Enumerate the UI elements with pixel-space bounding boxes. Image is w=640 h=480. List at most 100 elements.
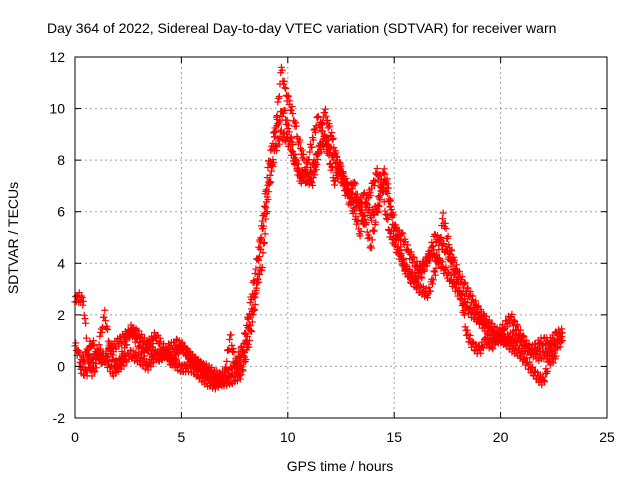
data-point — [455, 280, 463, 288]
data-point — [526, 358, 534, 366]
data-point — [109, 351, 117, 359]
data-point — [101, 306, 109, 314]
data-point — [460, 307, 468, 315]
data-point — [123, 341, 131, 349]
data-point — [289, 148, 297, 156]
data-point — [457, 289, 465, 297]
data-point — [258, 263, 266, 271]
data-point — [382, 188, 390, 196]
data-point — [336, 160, 344, 168]
data-point — [520, 350, 528, 358]
data-point — [382, 215, 390, 223]
data-point — [508, 310, 516, 318]
data-point — [425, 283, 433, 291]
x-axis-label: GPS time / hours — [287, 458, 394, 474]
data-point — [429, 276, 437, 284]
data-point — [87, 355, 95, 363]
data-point — [178, 338, 186, 346]
x-tick-label: 0 — [71, 429, 79, 445]
data-point — [448, 258, 456, 266]
data-point — [426, 252, 434, 260]
data-point — [285, 92, 293, 100]
data-point — [225, 346, 233, 354]
data-point — [381, 178, 389, 186]
data-point — [360, 190, 368, 198]
data-point — [378, 185, 386, 193]
data-point — [380, 165, 388, 173]
data-point — [413, 285, 421, 293]
data-point — [434, 256, 442, 264]
data-point — [387, 196, 395, 204]
x-tick-label: 20 — [493, 429, 509, 445]
data-point — [246, 299, 254, 307]
data-point — [387, 206, 395, 214]
data-point — [287, 133, 295, 141]
data-point — [499, 326, 507, 334]
data-point — [298, 146, 306, 154]
data-point — [257, 245, 265, 253]
data-point — [449, 279, 457, 287]
data-point — [234, 369, 242, 377]
data-point — [410, 254, 418, 262]
data-point — [75, 347, 83, 355]
data-point — [413, 257, 421, 265]
data-point — [552, 352, 560, 360]
data-point — [482, 312, 490, 320]
data-point — [297, 144, 305, 152]
data-point — [328, 163, 336, 171]
data-point — [442, 225, 450, 233]
data-point — [127, 321, 135, 329]
data-point — [540, 376, 548, 384]
data-point — [429, 243, 437, 251]
data-point — [304, 173, 312, 181]
data-point — [288, 147, 296, 155]
data-point — [274, 98, 282, 106]
data-point — [549, 359, 557, 367]
data-point — [329, 134, 337, 142]
data-point — [253, 275, 261, 283]
data-point — [292, 122, 300, 130]
data-point — [374, 201, 382, 209]
data-point — [397, 249, 405, 257]
data-point — [551, 349, 559, 357]
data-point — [327, 143, 335, 151]
data-point — [446, 249, 454, 257]
data-point — [389, 211, 397, 219]
data-point — [308, 169, 316, 177]
data-point — [100, 313, 108, 321]
data-point — [136, 339, 144, 347]
data-point — [432, 264, 440, 272]
data-point — [373, 207, 381, 215]
plot-frame — [74, 56, 608, 419]
data-point — [516, 326, 524, 334]
data-point — [92, 356, 100, 364]
data-point — [399, 254, 407, 262]
data-point — [372, 208, 380, 216]
data-point — [287, 106, 295, 114]
data-point — [318, 119, 326, 127]
data-point — [92, 364, 100, 372]
data-point — [76, 359, 84, 367]
data-point — [423, 262, 431, 270]
data-point — [333, 154, 341, 162]
data-point — [368, 244, 376, 252]
data-point — [135, 327, 143, 335]
data-point — [466, 331, 474, 339]
data-point — [227, 331, 235, 339]
data-point — [321, 108, 329, 116]
data-point — [436, 237, 444, 245]
data-point — [252, 289, 260, 297]
data-point — [299, 151, 307, 159]
data-point — [441, 219, 449, 227]
data-point — [258, 217, 266, 225]
data-point — [77, 292, 85, 300]
data-point — [445, 253, 453, 261]
data-point — [260, 222, 268, 230]
data-point — [421, 266, 429, 274]
data-point — [424, 257, 432, 265]
data-point — [78, 294, 86, 302]
data-point — [275, 121, 283, 129]
data-point — [368, 216, 376, 224]
data-point — [147, 363, 155, 371]
